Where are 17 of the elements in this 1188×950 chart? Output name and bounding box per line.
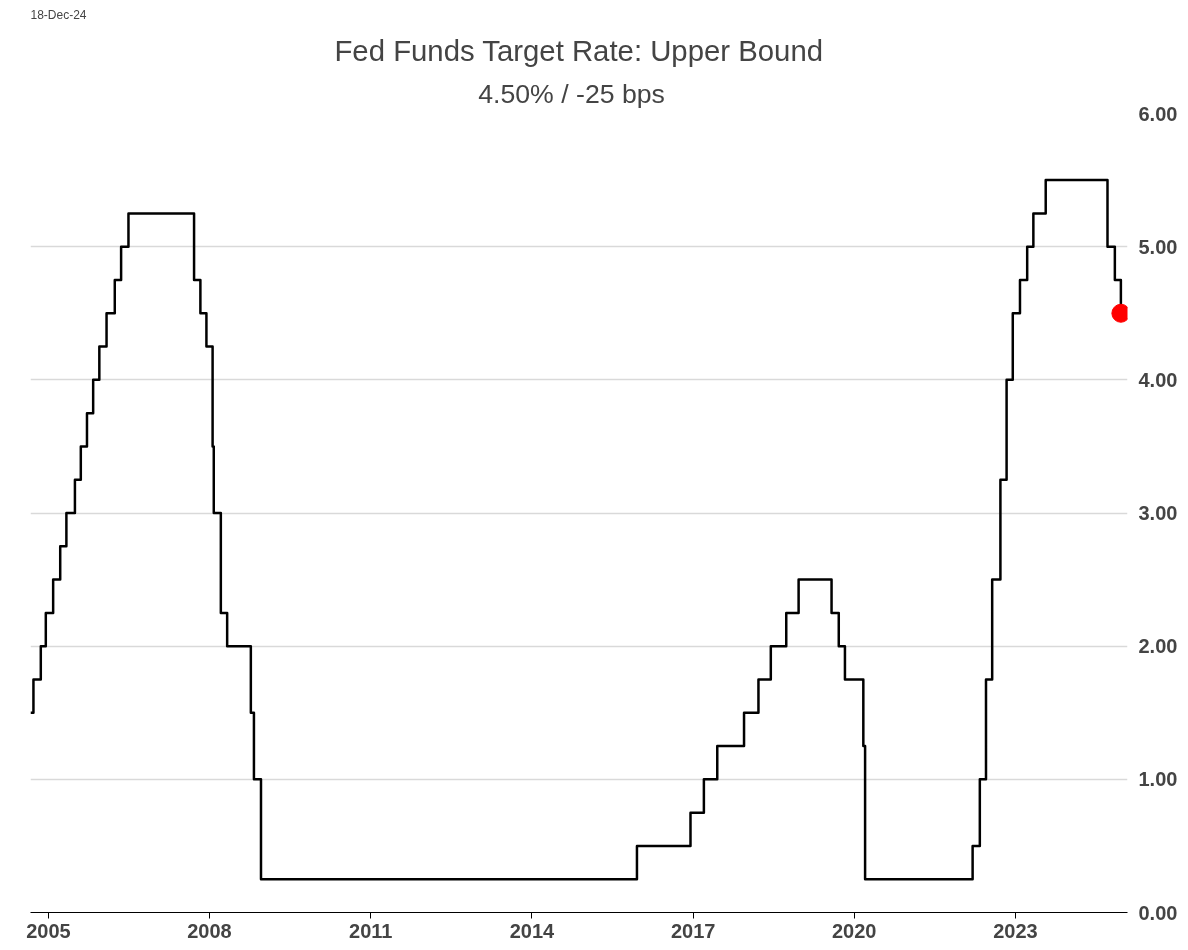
x-tick-label: 2023	[993, 919, 1038, 942]
x-tick-label: 2014	[509, 919, 556, 942]
x-tick-label: 2008	[187, 919, 232, 942]
text: 18-Dec-24	[30, 7, 87, 22]
chart-title: Fed Funds Target Rate: Upper Bound	[334, 33, 824, 67]
y-tick-label: 2.00	[1138, 635, 1178, 658]
y-tick-label: 4.00	[1138, 368, 1178, 391]
y-tick-label: 0.00	[1138, 901, 1178, 924]
x-tick-label: 2020	[831, 919, 877, 942]
y-tick-label: 5.00	[1138, 235, 1178, 258]
y-tick-label: 6.00	[1138, 102, 1178, 125]
y-tick-label: 1.00	[1138, 768, 1178, 791]
y-tick-label: 3.00	[1138, 502, 1178, 524]
x-tick-label: 2011	[349, 919, 393, 942]
x-tick-label: 2017	[670, 919, 716, 942]
chart-subtitle: 4.50% / -25 bps	[478, 78, 665, 109]
x-tick-label: 2005	[26, 919, 71, 942]
